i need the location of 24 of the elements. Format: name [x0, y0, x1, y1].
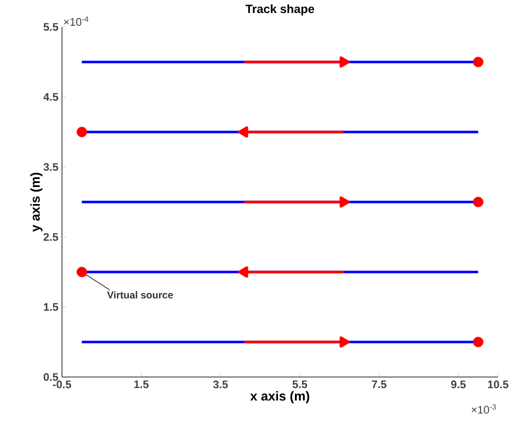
point	[472, 336, 484, 348]
x-tick-label: -0.5	[52, 380, 72, 388]
x-tick-label: 1.5	[134, 380, 149, 388]
x-tick-label: 5.5	[292, 380, 308, 388]
y-tick-label: 1.5	[44, 303, 58, 311]
x-tick-label: 9.5	[451, 380, 466, 388]
text: ×10$^{-4}$	[64, 16, 88, 26]
annotation: Virtual source	[107, 291, 173, 299]
y-tick-label: 3.5	[43, 163, 58, 171]
y-tick-label: 5.5	[44, 23, 58, 31]
y-axis-title: y axis (m)	[30, 172, 42, 232]
x-tick-label: 10.5	[488, 380, 508, 388]
point	[76, 266, 88, 278]
x-axis-title: x axis (m)	[250, 391, 310, 404]
x-tick-label: 3.5	[213, 380, 228, 388]
y-tick-label: 4.5	[43, 93, 58, 101]
point	[472, 56, 484, 68]
y-tick-label: 0.5	[44, 373, 58, 381]
y-tick-label: 2.5	[44, 233, 58, 241]
chart-title: Track shape	[246, 4, 314, 16]
text: ×10$^{-3}$	[472, 404, 496, 414]
point	[472, 196, 484, 208]
x-tick-label: 7.5	[372, 380, 386, 388]
point	[76, 126, 88, 138]
